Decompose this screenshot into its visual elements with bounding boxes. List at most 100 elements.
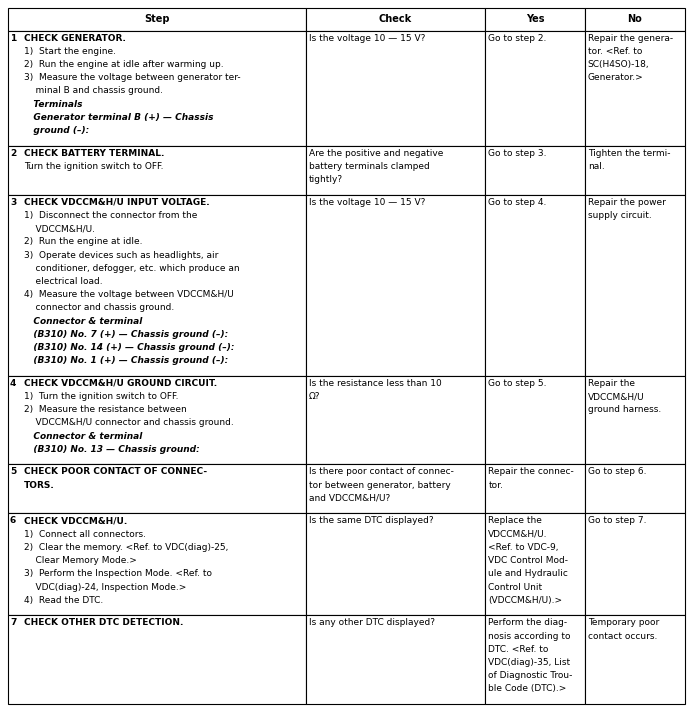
- Bar: [585, 8, 685, 31]
- Text: Generator terminal B (+) — Chassis: Generator terminal B (+) — Chassis: [24, 113, 213, 122]
- Text: Is the voltage 10 — 15 V?: Is the voltage 10 — 15 V?: [309, 33, 426, 43]
- Text: 2)  Clear the memory. <Ref. to VDC(diag)-25,: 2) Clear the memory. <Ref. to VDC(diag)-…: [24, 543, 229, 552]
- Text: 3)  Perform the Inspection Mode. <Ref. to: 3) Perform the Inspection Mode. <Ref. to: [24, 570, 212, 578]
- Text: tor.: tor.: [489, 481, 503, 490]
- Bar: [8, 513, 306, 615]
- Text: 4)  Read the DTC.: 4) Read the DTC.: [24, 596, 103, 604]
- Bar: [485, 513, 585, 615]
- Bar: [306, 146, 485, 194]
- Text: Go to step 6.: Go to step 6.: [588, 468, 647, 476]
- Text: tor between generator, battery: tor between generator, battery: [309, 481, 450, 490]
- Text: Is any other DTC displayed?: Is any other DTC displayed?: [309, 618, 435, 627]
- Text: 1: 1: [10, 33, 16, 43]
- Text: 3: 3: [10, 198, 16, 206]
- Bar: [8, 464, 306, 513]
- Text: DTC. <Ref. to: DTC. <Ref. to: [489, 645, 549, 654]
- Bar: [585, 376, 685, 464]
- Text: tightly?: tightly?: [309, 175, 343, 184]
- Bar: [585, 194, 685, 376]
- Text: minal B and chassis ground.: minal B and chassis ground.: [24, 86, 163, 95]
- Bar: [8, 8, 306, 31]
- Text: CHECK VDCCM&H/U.: CHECK VDCCM&H/U.: [24, 516, 128, 525]
- Text: nosis according to: nosis according to: [489, 632, 571, 641]
- Text: 2)  Run the engine at idle after warming up.: 2) Run the engine at idle after warming …: [24, 60, 224, 69]
- Text: Is there poor contact of connec-: Is there poor contact of connec-: [309, 468, 454, 476]
- Bar: [485, 8, 585, 31]
- Text: (B310) No. 13 — Chassis ground:: (B310) No. 13 — Chassis ground:: [24, 445, 200, 454]
- Bar: [8, 146, 306, 194]
- Text: (VDCCM&H/U).>: (VDCCM&H/U).>: [489, 596, 563, 604]
- Text: Check: Check: [379, 14, 412, 24]
- Text: contact occurs.: contact occurs.: [588, 632, 657, 641]
- Text: CHECK GENERATOR.: CHECK GENERATOR.: [24, 33, 126, 43]
- Text: (B310) No. 7 (+) — Chassis ground (–):: (B310) No. 7 (+) — Chassis ground (–):: [24, 330, 228, 339]
- Text: Connector & terminal: Connector & terminal: [24, 317, 142, 325]
- Text: Repair the: Repair the: [588, 379, 635, 388]
- Text: (B310) No. 1 (+) — Chassis ground (–):: (B310) No. 1 (+) — Chassis ground (–):: [24, 356, 228, 365]
- Text: 4: 4: [10, 379, 17, 388]
- Text: Tighten the termi-: Tighten the termi-: [588, 149, 670, 157]
- Text: tor. <Ref. to: tor. <Ref. to: [588, 47, 642, 56]
- Bar: [306, 464, 485, 513]
- Text: Yes: Yes: [526, 14, 544, 24]
- Text: Go to step 3.: Go to step 3.: [489, 149, 547, 157]
- Text: 1)  Connect all connectors.: 1) Connect all connectors.: [24, 530, 146, 539]
- Bar: [485, 615, 585, 704]
- Text: connector and chassis ground.: connector and chassis ground.: [24, 303, 174, 313]
- Text: of Diagnostic Trou-: of Diagnostic Trou-: [489, 671, 572, 680]
- Text: CHECK OTHER DTC DETECTION.: CHECK OTHER DTC DETECTION.: [24, 618, 184, 627]
- Bar: [585, 615, 685, 704]
- Text: Repair the connec-: Repair the connec-: [489, 468, 574, 476]
- Bar: [306, 376, 485, 464]
- Text: Go to step 7.: Go to step 7.: [588, 516, 647, 525]
- Text: Is the voltage 10 — 15 V?: Is the voltage 10 — 15 V?: [309, 198, 426, 206]
- Text: TORS.: TORS.: [24, 481, 55, 490]
- Text: Replace the: Replace the: [489, 516, 542, 525]
- Bar: [585, 464, 685, 513]
- Text: 2)  Run the engine at idle.: 2) Run the engine at idle.: [24, 237, 143, 246]
- Text: Go to step 2.: Go to step 2.: [489, 33, 547, 43]
- Text: CHECK VDCCM&H/U INPUT VOLTAGE.: CHECK VDCCM&H/U INPUT VOLTAGE.: [24, 198, 209, 206]
- Text: VDCCM&H/U: VDCCM&H/U: [588, 392, 644, 401]
- Text: Step: Step: [144, 14, 170, 24]
- Text: 4)  Measure the voltage between VDCCM&H/U: 4) Measure the voltage between VDCCM&H/U: [24, 290, 234, 299]
- Text: Is the resistance less than 10: Is the resistance less than 10: [309, 379, 441, 388]
- Text: VDCCM&H/U.: VDCCM&H/U.: [489, 530, 547, 539]
- Text: (B310) No. 14 (+) — Chassis ground (–):: (B310) No. 14 (+) — Chassis ground (–):: [24, 343, 234, 352]
- Text: No: No: [628, 14, 642, 24]
- Text: VDC(diag)-24, Inspection Mode.>: VDC(diag)-24, Inspection Mode.>: [24, 582, 186, 592]
- Text: 2: 2: [10, 149, 16, 157]
- Text: Turn the ignition switch to OFF.: Turn the ignition switch to OFF.: [24, 162, 164, 171]
- Text: and VDCCM&H/U?: and VDCCM&H/U?: [309, 494, 390, 503]
- Text: CHECK POOR CONTACT OF CONNEC-: CHECK POOR CONTACT OF CONNEC-: [24, 468, 207, 476]
- Text: Clear Memory Mode.>: Clear Memory Mode.>: [24, 556, 137, 565]
- Bar: [8, 615, 306, 704]
- Bar: [485, 464, 585, 513]
- Bar: [306, 8, 485, 31]
- Text: 7: 7: [10, 618, 17, 627]
- Text: Ω?: Ω?: [309, 392, 320, 401]
- Text: 1)  Turn the ignition switch to OFF.: 1) Turn the ignition switch to OFF.: [24, 392, 179, 401]
- Bar: [485, 31, 585, 146]
- Bar: [8, 194, 306, 376]
- Text: Generator.>: Generator.>: [588, 73, 644, 82]
- Text: ground harness.: ground harness.: [588, 405, 661, 414]
- Bar: [485, 376, 585, 464]
- Text: Go to step 4.: Go to step 4.: [489, 198, 547, 206]
- Text: battery terminals clamped: battery terminals clamped: [309, 162, 430, 171]
- Text: 3)  Operate devices such as headlights, air: 3) Operate devices such as headlights, a…: [24, 251, 218, 259]
- Text: Go to step 5.: Go to step 5.: [489, 379, 547, 388]
- Text: electrical load.: electrical load.: [24, 277, 103, 286]
- Text: 1)  Start the engine.: 1) Start the engine.: [24, 47, 116, 56]
- Bar: [585, 513, 685, 615]
- Text: VDCCM&H/U connector and chassis ground.: VDCCM&H/U connector and chassis ground.: [24, 419, 234, 427]
- Text: Perform the diag-: Perform the diag-: [489, 618, 568, 627]
- Text: Is the same DTC displayed?: Is the same DTC displayed?: [309, 516, 434, 525]
- Text: CHECK BATTERY TERMINAL.: CHECK BATTERY TERMINAL.: [24, 149, 164, 157]
- Text: nal.: nal.: [588, 162, 604, 171]
- Bar: [485, 194, 585, 376]
- Text: Repair the power: Repair the power: [588, 198, 666, 206]
- Text: Terminals: Terminals: [24, 100, 82, 109]
- Text: supply circuit.: supply circuit.: [588, 211, 651, 220]
- Text: 3)  Measure the voltage between generator ter-: 3) Measure the voltage between generator…: [24, 73, 240, 82]
